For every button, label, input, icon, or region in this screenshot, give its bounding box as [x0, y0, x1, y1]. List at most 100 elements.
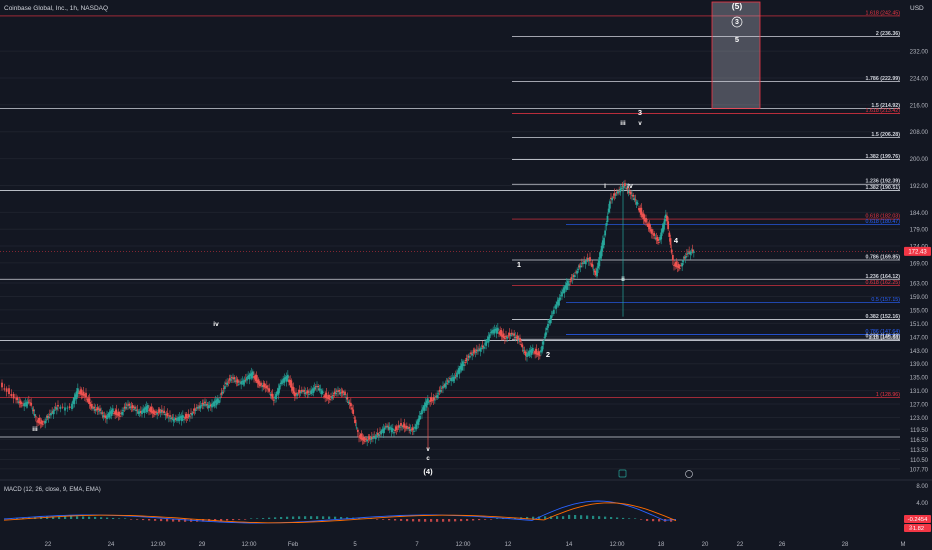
candle-body: [318, 388, 321, 391]
candle-body: [195, 407, 198, 409]
candle-body: [165, 414, 168, 416]
macd-histogram-bar: [442, 519, 445, 522]
candle-body: [94, 409, 97, 411]
wave-label: 1: [517, 260, 521, 269]
fib-level-label: 0.382 (152.16): [866, 314, 901, 320]
candle-body: [436, 395, 439, 398]
candle-body: [613, 193, 616, 196]
macd-histogram-bar: [424, 519, 427, 522]
candle-body: [515, 336, 518, 338]
candle-body: [158, 409, 161, 413]
candle-body: [358, 436, 360, 438]
macd-histogram-bar: [532, 516, 535, 519]
macd-histogram-bar: [430, 519, 433, 522]
candle-body: [146, 405, 149, 409]
y-tick-label: 135.00: [910, 376, 929, 382]
macd-histogram-bar: [394, 519, 397, 521]
macd-histogram-bar: [154, 519, 157, 521]
candle-body: [369, 439, 372, 440]
candle-body: [652, 233, 654, 235]
macd-histogram-bar: [652, 519, 655, 522]
candle-body: [178, 416, 181, 421]
candle-body: [180, 415, 183, 421]
candle-body: [304, 392, 307, 395]
candle-body: [555, 304, 558, 309]
candle-body: [256, 380, 259, 383]
candle-body: [123, 406, 126, 409]
macd-histogram-bar: [232, 519, 235, 521]
candle-body: [263, 383, 266, 388]
candle-body: [559, 295, 562, 297]
candle-body: [299, 392, 302, 394]
candle-body: [40, 420, 43, 425]
candle-body: [653, 233, 656, 236]
candle-body: [311, 389, 314, 391]
candle-body: [121, 411, 124, 415]
candle-body: [108, 412, 111, 418]
candle-body: [423, 405, 426, 411]
candle-body: [409, 429, 412, 432]
candle-body: [268, 388, 271, 392]
candle-body: [234, 380, 237, 382]
candle-body: [244, 378, 247, 380]
candle-body: [283, 378, 286, 383]
candle-body: [590, 263, 593, 265]
macd-histogram-bar: [616, 517, 619, 519]
candle-body: [47, 416, 50, 419]
macd-histogram-bar: [388, 519, 391, 521]
candle-body: [25, 402, 28, 407]
candle-body: [563, 287, 566, 294]
candle-body: [279, 382, 282, 385]
candle-body: [631, 194, 633, 196]
fib-level-label: 1.5 (214.92): [871, 103, 900, 109]
candle-body: [275, 393, 278, 400]
candle-body: [548, 321, 551, 323]
candle-body: [534, 350, 537, 354]
candle-body: [296, 394, 299, 396]
candle-body: [367, 438, 370, 440]
candle-body: [226, 382, 229, 386]
candle-body: [416, 421, 419, 425]
candle-body: [477, 349, 479, 352]
candle-body: [485, 341, 488, 346]
candle-body: [599, 251, 602, 259]
candle-body: [474, 351, 477, 353]
candle-body: [148, 409, 150, 411]
candle-body: [487, 336, 490, 343]
candle-body: [267, 388, 269, 390]
candle-body: [100, 412, 103, 414]
fib-level-label: 1.236 (164.12): [866, 274, 901, 280]
candle-body: [482, 346, 485, 349]
candle-body: [277, 388, 280, 395]
candle-body: [583, 261, 586, 262]
candle-body: [374, 435, 377, 439]
candle-body: [551, 312, 554, 314]
candle-body: [300, 389, 303, 392]
candle-body: [254, 375, 257, 380]
candle-body: [240, 381, 243, 385]
macd-histogram-bar: [574, 515, 577, 519]
candle-body: [688, 251, 691, 253]
candle-body: [622, 185, 625, 188]
candle-body: [349, 402, 352, 407]
candle-body: [678, 268, 681, 269]
macd-histogram-bar: [100, 517, 103, 519]
x-tick-label: 20: [702, 542, 709, 548]
candle-body: [139, 410, 142, 413]
candle-body: [562, 289, 565, 292]
candle-body: [96, 407, 99, 411]
wave-label: (5): [732, 1, 743, 11]
wave-label: iv: [627, 183, 633, 190]
candle-body: [520, 344, 523, 345]
y-tick-label: 143.00: [910, 349, 929, 355]
fib-level-label: 0.618 (162.25): [866, 280, 901, 286]
y-tick-label: 169.00: [910, 261, 929, 267]
macd-histogram-bar: [556, 516, 559, 519]
candle-body: [24, 402, 27, 404]
candle-body: [591, 263, 594, 267]
candle-body: [503, 338, 506, 340]
candle-body: [222, 388, 225, 390]
macd-histogram-bar: [580, 515, 583, 519]
fib-level-label: 0.786 (147.64): [866, 329, 901, 335]
